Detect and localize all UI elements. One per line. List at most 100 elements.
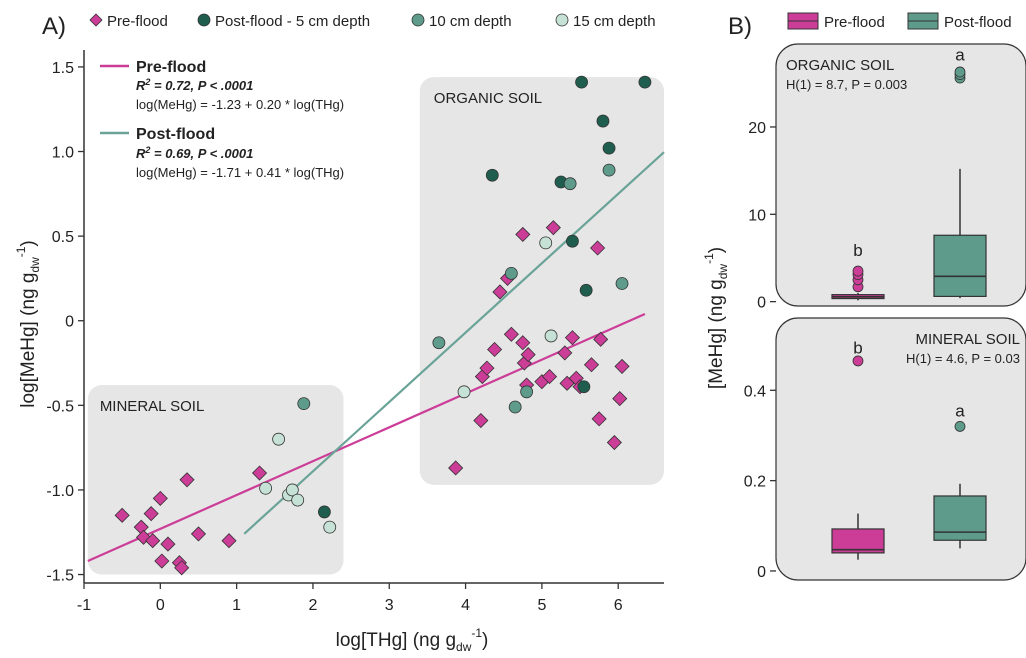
point-series0-36 [590,240,606,256]
box-y-tick-label-1-0: 0 [757,564,766,581]
x-tick-label-7: 6 [614,597,623,614]
point-series3-3 [285,483,299,497]
point-series2-7 [615,277,629,290]
point-series0-35 [583,357,600,373]
point-series0-19 [492,284,508,300]
scatter-axes: -1 0 1 2 3 4 5 6 -1.5 -1.0 -0.5 0 0.5 1.0 1.5 [46,50,664,614]
point-series1-4 [575,75,588,89]
point-series0-5 [152,490,168,506]
box-sig-letter-0-1: a [955,45,965,64]
point-series3-0 [259,481,273,495]
y-tick-label-0: -1.5 [46,568,74,585]
boxplot-subpanels: ORGANIC SOIL H(1) = 8.7, P = 0.003 0 10 20 b a… [744,43,1026,581]
box-sig-letter-1-1: a [955,402,965,421]
box-y-tick-label-0-0: 0 [757,295,766,312]
legend-label-0: Pre-flood [107,13,168,30]
legend-label-3: 15 cm depth [573,13,656,30]
point-series0-26 [520,347,536,363]
point-series0-28 [541,369,558,385]
point-series0-13 [251,465,268,481]
legend-marker-1 [197,13,211,27]
regression-line-1 [243,151,665,535]
regression-line-0 [87,312,646,563]
box-body-0-1 [933,234,987,297]
x-tick-label-0: -1 [77,597,91,614]
boxplot-legend: Pre-flood Post-flood [787,12,1012,31]
p-value-pre: < .0001 [206,78,253,93]
point-series2-4 [520,385,534,399]
point-series0-39 [606,434,622,451]
scatter-points [114,75,652,576]
box-subpanel-title-1: MINERAL SOIL [916,331,1020,348]
y-tick-label-4: 0.5 [52,229,74,246]
y-title-main: log[MeHg] (ng g [18,273,39,408]
point-series0-6 [154,553,170,569]
b-y-title-main: [MeHg] (ng g [706,279,727,389]
region-label-0: MINERAL SOIL [100,398,204,415]
x-tick-label-2: 1 [232,597,241,614]
panel-a-label: A) [42,13,66,40]
box-body-1-1 [933,495,987,541]
y-title-sup: -1 [14,246,28,257]
b-y-title-sub: dw [716,264,730,280]
y-tick-label-2: -0.5 [46,398,74,415]
point-series1-0 [317,505,331,519]
x-title-sup: -1 [471,626,482,640]
y-tick-label-5: 1.0 [52,145,74,162]
y-tick-label-1: -1.0 [46,483,74,500]
box-subpanel-stat-0: H(1) = 8.7, P = 0.003 [786,77,907,92]
regression-annotation-post: Post-flood R2 = 0.69, P < .0001 log(MeHg… [100,126,344,180]
x-axis-title: log[THg] (ng gdw-1) [336,626,489,654]
point-series0-18 [487,341,503,358]
box-y-tick-label-0-1: 10 [748,207,766,224]
regression-name-post: Post-flood [136,126,215,143]
legend-label-1: Post-flood - 5 cm depth [215,13,370,30]
box-subpanel-stat-1: H(1) = 4.6, P = 0.03 [906,351,1020,366]
panel-b-label: B) [728,13,752,40]
boxplot-y-axis-title: [MeHg] (ng gdw-1) [702,247,730,389]
point-series0-4 [145,533,161,549]
region-box-1 [419,77,664,485]
p-label-pre: P [198,78,207,93]
box-outlier-1-1-0 [954,421,966,432]
x-title-sub: dw [456,640,472,654]
x-title-close: ) [482,630,488,651]
point-series3-4 [291,493,305,507]
regression-annotation-pre: Pre-flood R2 = 0.72, P < .0001 log(MeHg)… [100,59,344,112]
legend-label-2: 10 cm depth [429,13,512,30]
point-series0-40 [612,390,628,407]
point-series1-3 [566,234,579,248]
point-series0-38 [593,331,609,347]
point-series0-12 [221,533,237,549]
point-series0-29 [545,220,561,236]
point-series3-6 [457,385,471,399]
region-box-0 [87,385,344,575]
box-outlier-1-0-0 [852,355,864,367]
scatter-legend: Pre-flood Post-flood - 5 cm depth 10 cm de… [89,13,656,30]
point-series0-37 [591,411,607,427]
point-series3-7 [539,236,553,250]
point-series2-6 [602,163,616,177]
point-series0-30 [557,345,573,361]
y-title-close: ) [18,240,39,246]
r2-sup-pre: 2 [144,77,150,87]
point-series0-3 [143,506,159,522]
point-series1-1 [485,168,499,182]
box-subpanel-title-0: ORGANIC SOIL [786,57,894,74]
x-tick-label-3: 2 [308,597,317,614]
y-tick-label-3: 0 [65,314,74,331]
point-series0-0 [114,507,130,523]
box-y-tick-label-1-1: 0.2 [744,474,766,491]
b-y-title-close: ) [706,247,727,253]
scatter-panel-a: A) Pre-flood Post-flood - 5 cm depth 10 cm… [14,13,665,654]
box-outlier-0-0-3 [852,265,864,277]
p-label-post: P [198,146,207,161]
x-tick-label-5: 4 [461,597,470,614]
point-series1-6 [579,283,593,297]
box-legend-label-0: Pre-flood [824,14,885,31]
point-series2-0 [297,397,311,411]
point-series1-8 [602,141,616,155]
region-label-1: ORGANIC SOIL [434,90,542,107]
y-tick-label-6: 1.5 [52,60,74,77]
point-series2-2 [504,266,518,280]
